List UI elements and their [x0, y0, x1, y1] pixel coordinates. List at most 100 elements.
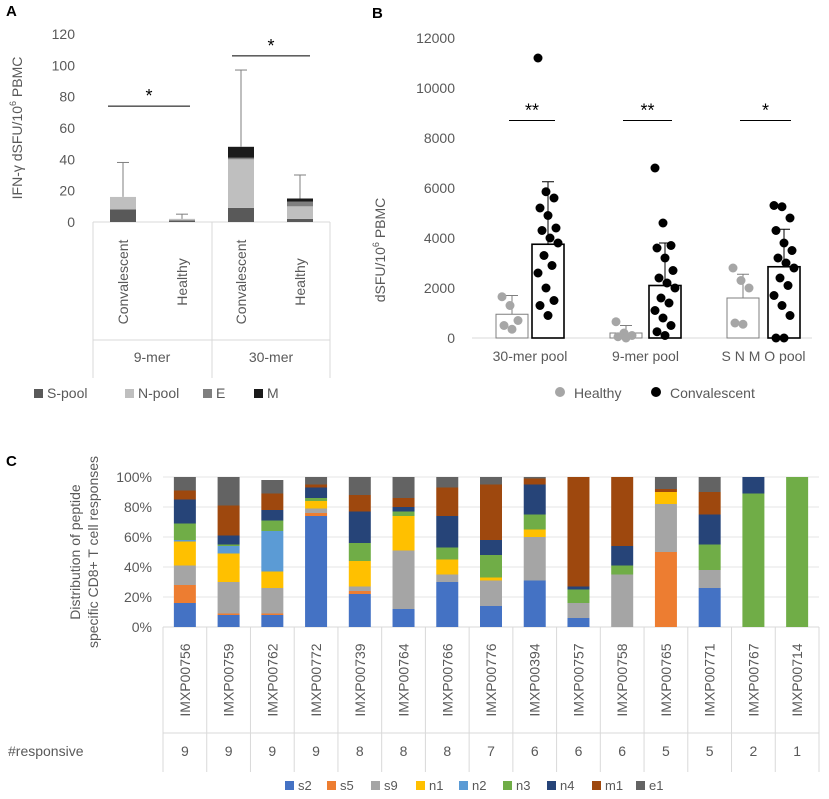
y-tick-label: 120	[52, 26, 76, 42]
data-point-healthy	[738, 319, 748, 329]
y-tick-label: 80%	[124, 499, 152, 515]
data-point-convalescent	[662, 278, 672, 288]
y-tick-label: 0	[67, 214, 75, 230]
legend-label: n2	[472, 778, 486, 793]
bar-segment-n3	[348, 543, 371, 561]
data-point-healthy	[621, 333, 631, 343]
responsive-count: 7	[487, 743, 495, 759]
y-axis-label-sup: 6	[371, 242, 381, 247]
y-tick-label: 0%	[132, 619, 152, 635]
legend-label: s9	[384, 778, 398, 793]
bar-segment-e	[228, 157, 254, 160]
data-point-healthy	[507, 324, 517, 334]
data-point-convalescent	[777, 202, 787, 212]
y-axis-label: dSFU/106 PBMC	[371, 198, 388, 303]
data-point-convalescent	[785, 213, 795, 223]
bar-segment-e1	[348, 477, 371, 495]
legend-label: n3	[516, 778, 530, 793]
bar-segment-m1	[348, 495, 371, 512]
bar-segment-n3	[480, 555, 502, 578]
bar-segment-s2	[698, 588, 721, 627]
bar-segment-s9	[217, 582, 240, 614]
bar-segment-n3	[786, 477, 809, 627]
data-point-convalescent	[773, 253, 783, 263]
y-axis-label: IFN-γ dSFU/106 PBMC	[8, 57, 25, 200]
legend-label: s5	[340, 778, 354, 793]
data-point-convalescent	[789, 263, 799, 273]
y-tick-label: 80	[59, 89, 75, 105]
bar-segment-n3	[523, 514, 546, 530]
legend-swatch-m1	[592, 781, 601, 790]
bar-segment-s-pool	[287, 218, 313, 222]
bar-segment-n-pool	[287, 206, 313, 219]
legend-swatch-e1	[636, 781, 645, 790]
bar-segment-s9	[305, 508, 328, 513]
category-label: IMXP00772	[308, 643, 324, 716]
data-point-convalescent	[775, 273, 785, 283]
bar-segment-n-pool	[228, 159, 254, 208]
y-tick-label: 100	[52, 57, 76, 73]
bar-segment-n1	[348, 561, 371, 587]
category-label: Convalescent	[233, 239, 249, 324]
bar-segment-n1	[392, 516, 415, 551]
bar-segment-n3	[742, 493, 765, 627]
bar-segment-e1	[305, 477, 328, 485]
panel-label-b: B	[372, 5, 383, 22]
legend-marker-healthy	[555, 387, 565, 397]
bar-segment-n4	[392, 507, 415, 512]
bar-segment-s2	[567, 618, 590, 627]
data-point-convalescent	[541, 283, 551, 293]
data-point-convalescent	[656, 293, 666, 303]
data-point-convalescent	[652, 327, 662, 337]
bar-segment-m1	[698, 492, 721, 515]
category-label: IMXP00758	[614, 643, 630, 716]
bar-segment-s5	[654, 552, 677, 627]
bar-segment-n4	[698, 514, 721, 545]
data-point-convalescent	[549, 296, 559, 305]
responsive-count: 6	[531, 743, 539, 759]
y-tick-label: 0	[447, 330, 455, 346]
responsive-count: 2	[750, 743, 758, 759]
bar-segment-s9	[480, 580, 502, 606]
data-point-convalescent	[535, 301, 545, 310]
bar-segment-n4	[523, 484, 546, 515]
bar-segment-n3	[173, 523, 196, 540]
bar-segment-n2	[217, 546, 240, 554]
data-point-healthy	[613, 332, 623, 342]
bar-segment-s5	[305, 513, 328, 516]
bar-segment-s2	[173, 603, 196, 627]
data-point-healthy	[611, 317, 621, 327]
bar-segment-m1	[305, 484, 328, 488]
data-point-convalescent	[658, 218, 668, 228]
y-tick-label: 100%	[116, 469, 152, 485]
data-point-healthy	[730, 318, 740, 328]
y-tick-label: 20%	[124, 589, 152, 605]
bar-segment-s5	[173, 585, 196, 603]
bar-segment-s-pool	[110, 209, 136, 222]
group-label: 30-mer	[249, 349, 294, 365]
bar-segment-s5	[348, 591, 371, 594]
bar-segment-n4	[348, 511, 371, 543]
bar-segment-e1	[480, 477, 502, 485]
data-point-convalescent	[781, 258, 791, 268]
bar-segment-n1	[480, 577, 502, 581]
bar-segment-n3	[217, 544, 240, 546]
bar-segment-s9	[611, 574, 634, 627]
bar-segment-e1	[436, 477, 459, 488]
responsive-count: 5	[706, 743, 714, 759]
bar-segment-m1	[173, 490, 196, 500]
bar-segment-n3	[392, 511, 415, 516]
bar-segment-m1	[261, 493, 284, 510]
data-point-convalescent	[547, 261, 557, 270]
responsive-count: 9	[268, 743, 276, 759]
bar-segment-m1	[392, 498, 415, 507]
bar-segment-s2	[523, 580, 546, 627]
responsive-count: 9	[312, 743, 320, 759]
bar-segment-n1	[261, 571, 284, 588]
bar-segment-s2	[217, 615, 240, 627]
bar-segment-s2	[261, 615, 284, 627]
responsive-count: 5	[662, 743, 670, 759]
bar-segment-n1	[654, 492, 677, 504]
data-point-convalescent	[664, 298, 674, 308]
